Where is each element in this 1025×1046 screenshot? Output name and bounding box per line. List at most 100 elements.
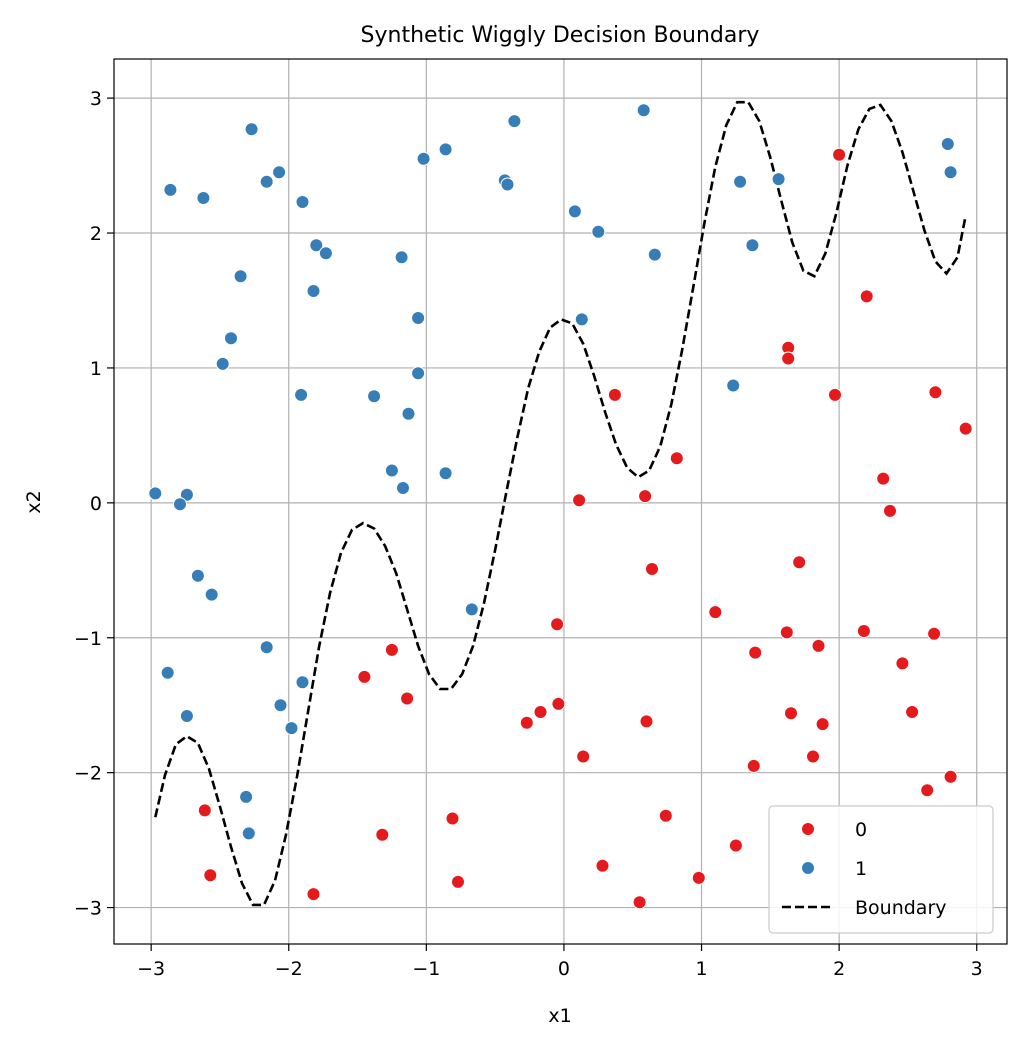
data-point-class-0 (905, 705, 920, 719)
data-point-class-1 (411, 311, 426, 325)
data-point-class-0 (746, 758, 761, 773)
data-point-class-1 (259, 174, 274, 189)
data-point-class-1 (394, 250, 409, 265)
data-point-class-1 (591, 224, 606, 239)
data-point-class-0 (203, 868, 218, 883)
data-point-class-1 (215, 356, 230, 371)
data-point-class-1 (204, 587, 219, 602)
data-point-class-1 (745, 238, 760, 253)
x-tick-label: −2 (275, 958, 303, 980)
data-point-class-0 (400, 691, 415, 706)
data-point-class-0 (883, 503, 897, 518)
data-point-class-1 (416, 151, 431, 166)
plot-frame (113, 58, 1008, 945)
data-point-class-1 (295, 195, 310, 209)
data-point-class-0 (708, 605, 723, 620)
y-tick-label: −3 (74, 898, 102, 920)
data-point-class-1 (943, 165, 958, 180)
y-axis-label: x2 (23, 490, 45, 513)
data-point-class-0 (832, 147, 847, 162)
boundary-line (154, 100, 967, 907)
data-point-class-1 (574, 312, 589, 327)
data-point-class-1 (309, 238, 324, 253)
x-tick-label: 2 (833, 958, 845, 980)
data-point-class-0 (781, 351, 796, 366)
data-point-class-0 (607, 387, 622, 402)
data-point-class-0 (306, 887, 321, 902)
data-point-class-0 (859, 289, 874, 304)
data-point-class-1 (173, 497, 187, 512)
y-tick-label: 2 (90, 223, 102, 245)
data-point-class-1 (179, 709, 194, 723)
legend: 0 1 Boundary (768, 805, 994, 934)
data-point-class-1 (160, 665, 175, 680)
data-point-class-0 (828, 387, 842, 402)
data-point-class-1 (259, 640, 274, 655)
data-point-class-0 (595, 858, 610, 873)
data-point-class-1 (163, 182, 178, 197)
x-axis: −3 −2 −1 0 1 2 3 (137, 944, 983, 980)
x-axis-label: x1 (548, 1005, 571, 1027)
data-point-class-1 (401, 406, 416, 421)
y-tick-label: −1 (74, 628, 102, 650)
data-point-class-0 (691, 870, 706, 885)
data-point-class-1 (272, 165, 287, 180)
data-point-class-1 (726, 378, 741, 393)
data-point-class-0 (748, 645, 763, 660)
data-point-class-1 (233, 269, 248, 284)
data-point-class-1 (367, 389, 382, 404)
data-point-class-1 (411, 366, 426, 381)
data-point-class-0 (533, 705, 548, 719)
data-point-class-1 (438, 466, 453, 481)
data-point-class-1 (438, 142, 453, 157)
data-point-class-0 (784, 706, 798, 721)
data-point-class-0 (876, 471, 891, 486)
data-point-class-0 (927, 626, 942, 641)
x-tick-label: 3 (971, 958, 983, 980)
data-point-class-0 (197, 803, 212, 818)
data-point-class-1 (196, 191, 211, 205)
data-point-class-0 (928, 385, 943, 400)
data-point-class-1 (733, 174, 748, 189)
data-point-class-0 (920, 783, 935, 798)
data-point-class-0 (645, 562, 659, 576)
data-point-class-0 (895, 656, 910, 671)
data-point-class-0 (806, 749, 820, 764)
y-tick-label: −2 (74, 763, 102, 785)
data-point-class-0 (451, 874, 465, 889)
data-point-class-1 (567, 204, 582, 219)
data-point-class-0 (638, 489, 653, 504)
data-point-class-1 (384, 463, 399, 478)
data-point-class-1 (318, 246, 333, 261)
data-point-class-1 (284, 721, 299, 736)
legend-label-0: 0 (855, 819, 867, 841)
data-point-class-1 (500, 177, 515, 192)
points-layer (148, 103, 973, 910)
data-point-class-1 (148, 486, 163, 501)
data-point-class-0 (669, 451, 684, 466)
data-point-class-0 (811, 638, 826, 653)
legend-label-1: 1 (855, 858, 867, 880)
data-point-class-1 (295, 675, 310, 690)
data-point-class-0 (357, 669, 372, 684)
x-tick-label: −1 (412, 958, 440, 980)
data-point-class-1 (464, 602, 479, 617)
data-point-class-0 (658, 808, 673, 823)
x-tick-label: −3 (137, 958, 165, 980)
data-point-class-1 (636, 103, 651, 118)
y-axis: −3 −2 −1 0 1 2 3 (74, 88, 114, 920)
data-point-class-0 (551, 696, 566, 711)
y-tick-label: 3 (90, 88, 102, 110)
data-point-class-0 (943, 769, 958, 784)
data-point-class-0 (384, 642, 399, 657)
data-point-class-1 (239, 789, 254, 804)
data-point-class-1 (294, 387, 309, 402)
y-tick-label: 1 (90, 358, 102, 380)
data-point-class-0 (958, 421, 973, 436)
grid-lines (114, 59, 1007, 944)
data-point-class-1 (940, 137, 955, 151)
data-point-class-0 (815, 717, 830, 732)
data-point-class-1 (244, 122, 259, 137)
data-point-class-0 (445, 811, 460, 826)
